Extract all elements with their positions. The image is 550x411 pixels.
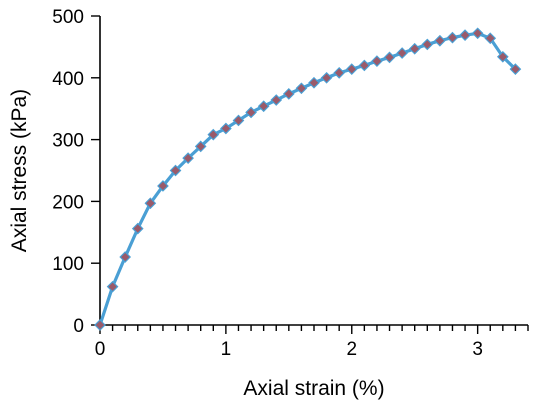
data-point-marker (131, 222, 144, 235)
data-point-marker (182, 152, 194, 164)
data-point-marker (383, 51, 396, 64)
data-point-marker (295, 82, 308, 95)
data-point-marker (282, 88, 295, 100)
x-tick-label: 3 (472, 339, 483, 360)
data-point-marker (169, 164, 182, 177)
data-point-marker (496, 50, 509, 63)
data-point-marker (220, 122, 232, 135)
data-point-marker (509, 63, 522, 75)
y-tick-label: 200 (52, 192, 84, 213)
y-axis-ticks: 0 100 200 300 400 500 (52, 7, 100, 337)
data-point-marker (157, 180, 169, 192)
x-tick-label: 2 (346, 339, 357, 360)
y-tick-label: 500 (52, 7, 84, 28)
x-axis-ticks: 0 1 2 3 (95, 325, 529, 360)
y-tick-label: 300 (52, 131, 84, 152)
data-point-marker (333, 67, 346, 79)
series-line (98, 31, 517, 326)
data-point-marker (408, 42, 421, 55)
x-tick-label: 1 (221, 339, 232, 360)
data-point-marker (94, 319, 106, 331)
series-layer (94, 27, 522, 331)
y-axis-title: Axial stress (kPa) (8, 89, 31, 252)
data-point-marker (484, 32, 497, 45)
y-tick-label: 100 (52, 254, 84, 275)
y-tick-label: 0 (73, 316, 84, 337)
data-point-marker (345, 63, 358, 75)
data-point-marker (434, 34, 446, 47)
data-point-marker (207, 128, 220, 141)
data-point-marker (446, 31, 459, 44)
data-point-marker (245, 106, 257, 119)
data-point-marker (270, 94, 283, 106)
data-point-marker (471, 27, 484, 40)
axes (99, 16, 528, 326)
data-point-marker (371, 55, 383, 67)
data-point-marker (459, 29, 471, 42)
data-point-marker (358, 59, 371, 72)
data-point-marker (421, 38, 434, 51)
data-point-marker (257, 100, 270, 113)
y-tick-label: 400 (52, 69, 84, 90)
data-point-marker (232, 114, 245, 127)
data-point-marker (106, 280, 119, 293)
data-point-marker (119, 251, 132, 263)
x-axis-title: Axial strain (%) (243, 377, 384, 400)
data-point-marker (194, 140, 207, 153)
data-point-marker (144, 197, 157, 210)
x-tick-label: 0 (95, 339, 106, 360)
data-point-marker (320, 71, 333, 84)
data-point-marker (396, 47, 408, 59)
data-point-marker (308, 76, 320, 89)
